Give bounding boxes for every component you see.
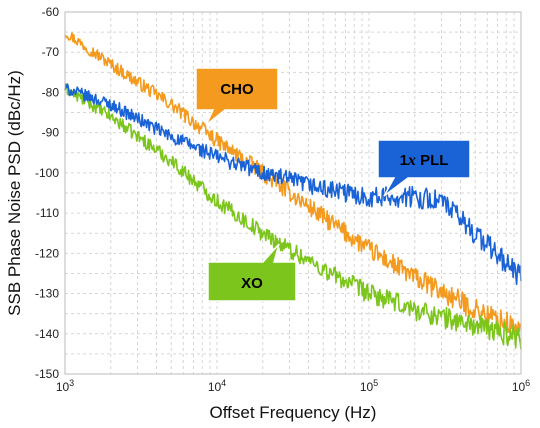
x-tick-label: 103: [56, 378, 74, 394]
y-tick-label: -70: [42, 45, 60, 59]
series-line-cho: [64, 32, 522, 337]
plot-frame: [64, 11, 522, 375]
y-tick-label: -120: [35, 246, 59, 260]
xo-callout-bubble: [207, 243, 297, 302]
x-axis-title: Offset Frequency (Hz): [210, 403, 377, 422]
x-tick-label: 104: [208, 378, 226, 394]
pll-callout-bubble: [377, 139, 471, 197]
y-tick-label: -90: [42, 126, 60, 140]
pll-callout-variable: x: [407, 152, 416, 169]
y-tick-label: -140: [35, 327, 59, 341]
pll-callout: 1x PLL: [377, 139, 471, 197]
xo-callout-label: XO: [241, 275, 263, 292]
series-line-1x-pll: [64, 83, 522, 286]
pll-callout-number: 1: [400, 152, 408, 169]
y-tick-label: -110: [36, 206, 59, 220]
y-tick-label: -150: [35, 367, 59, 381]
series-line-xo: [64, 83, 522, 350]
y-tick-label: -60: [42, 5, 60, 19]
xo-callout: XO: [207, 243, 297, 302]
x-tick-labels: 103 104 105 106: [56, 378, 530, 394]
series-lines: [64, 32, 522, 350]
cho-callout-label: CHO: [220, 81, 254, 98]
cho-callout-bubble: [195, 67, 279, 126]
cho-callout: CHO: [195, 67, 279, 126]
pll-callout-label: 1x PLL: [400, 152, 449, 169]
y-tick-label: -130: [35, 287, 59, 301]
y-tick-labels: -60 -70 -80 -90 -100 -110 -120 -130 -140 -150: [35, 5, 59, 381]
y-tick-label: -80: [42, 85, 60, 99]
y-tick-label: -100: [35, 166, 59, 180]
pll-callout-suffix: PLL: [416, 152, 449, 169]
y-axis-title: SSB Phase Noise PSD (dBc/Hz): [5, 70, 24, 316]
x-tick-label: 106: [512, 378, 530, 394]
x-tick-label: 105: [360, 378, 378, 394]
